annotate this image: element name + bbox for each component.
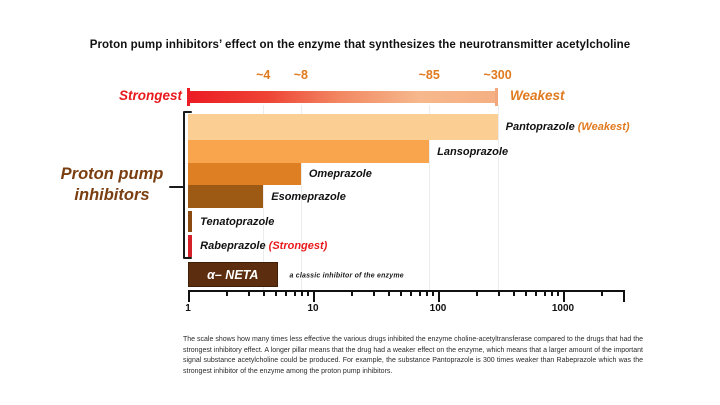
x-axis-tick	[188, 290, 190, 302]
bar-note: a classic inhibitor of the enzyme	[289, 272, 404, 279]
bar-lansoprazole	[188, 140, 430, 163]
x-axis-tick	[513, 290, 516, 296]
x-axis-tick-label: 1	[185, 303, 191, 314]
x-axis-tick	[543, 290, 546, 296]
x-axis-tick	[225, 290, 228, 296]
bar-esomeprazole	[188, 185, 264, 208]
caption-text: The scale shows how many times less effe…	[183, 336, 643, 375]
drug-name: Omeprazole	[308, 168, 372, 180]
bar-inside-label: α– NETA	[207, 267, 259, 282]
scale-tick-label: ~85	[418, 68, 440, 82]
x-axis-tick	[535, 290, 538, 296]
scale-tick-label: ~8	[293, 68, 309, 82]
bar-label: Pantoprazole (Weakest)	[506, 121, 630, 133]
bar-label: Omeprazole	[309, 168, 372, 180]
gradient-left-cap	[187, 88, 190, 106]
x-axis-tick	[425, 290, 428, 296]
x-axis-tick	[247, 290, 250, 296]
drug-name: Pantoprazole	[505, 121, 575, 133]
scale-tick-label: ~4	[256, 68, 271, 82]
bar-label: Lansoprazole	[437, 146, 508, 158]
drug-name: Rabeprazole	[200, 240, 266, 252]
strongest-label: Strongest	[118, 88, 182, 103]
gridline	[497, 105, 499, 290]
x-axis-tick	[313, 290, 315, 302]
bar-label: Tenatoprazole	[200, 216, 274, 228]
bar-rabeprazole	[188, 235, 193, 257]
x-axis-tick	[293, 290, 296, 296]
x-axis-tick	[563, 290, 565, 302]
x-axis-tick	[388, 290, 391, 296]
x-axis-tick	[622, 290, 625, 302]
bar-tenatoprazole	[188, 211, 193, 232]
gridline	[263, 105, 265, 290]
x-axis-tick	[525, 290, 528, 296]
x-axis-line	[188, 290, 625, 292]
x-axis-tick	[600, 290, 603, 296]
bar-label: Esomeprazole	[271, 191, 346, 203]
x-axis-tick	[285, 290, 288, 296]
x-axis-tick	[475, 290, 478, 296]
x-axis-tick	[497, 290, 500, 296]
x-axis-tick-label: 100	[429, 303, 447, 314]
weakest-label: Weakest	[510, 88, 565, 103]
gridline	[429, 105, 431, 290]
drug-rank-suffix: (Weakest)	[574, 121, 630, 133]
x-axis-tick	[418, 290, 421, 296]
bar-pantoprazole	[188, 114, 498, 140]
scale-tick-label: ~300	[483, 68, 512, 82]
x-axis-tick	[432, 290, 435, 296]
gradient-strip	[190, 91, 495, 103]
x-axis-tick	[557, 290, 560, 296]
bar-omeprazole	[188, 163, 301, 185]
x-axis-tick	[438, 290, 440, 302]
group-label: Proton pump inhibitors	[60, 165, 164, 204]
x-axis-tick	[275, 290, 278, 296]
x-axis-tick	[372, 290, 375, 296]
gridline	[300, 105, 302, 290]
x-axis-tick	[263, 290, 266, 296]
strength-gradient-bar	[187, 88, 498, 106]
bar-label: Rabeprazole (Strongest)	[200, 240, 327, 252]
chart-title: Proton pump inhibitors’ effect on the en…	[89, 39, 631, 51]
drug-name: Esomeprazole	[271, 190, 346, 203]
x-axis-tick	[410, 290, 413, 296]
x-axis-tick-label: 10	[307, 303, 319, 314]
x-axis-tick	[550, 290, 553, 296]
scale-tick-labels: ~4 ~8 ~85 ~300	[0, 68, 720, 84]
group-bracket	[169, 111, 192, 259]
x-axis-tick	[350, 290, 353, 296]
drug-name: Tenatoprazole	[200, 215, 275, 228]
x-axis-tick	[300, 290, 303, 296]
drug-name: Lansoprazole	[437, 145, 509, 158]
x-axis-tick-label: 1000	[551, 303, 575, 314]
drug-rank-suffix: (Strongest)	[265, 240, 328, 252]
gradient-right-cap	[495, 88, 498, 106]
x-axis-tick	[307, 290, 310, 296]
x-axis-tick	[400, 290, 403, 296]
bar--neta: α– NETA	[188, 262, 278, 287]
